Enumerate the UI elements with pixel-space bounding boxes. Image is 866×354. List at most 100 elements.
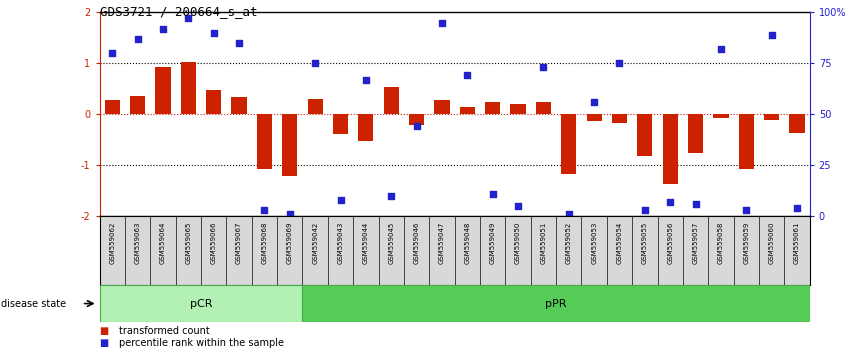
Point — [435, 20, 449, 25]
Text: GSM559066: GSM559066 — [210, 222, 216, 264]
Text: GSM559047: GSM559047 — [439, 222, 445, 264]
Text: GSM559046: GSM559046 — [414, 222, 420, 264]
Text: GSM559045: GSM559045 — [388, 222, 394, 264]
Bar — [151, 216, 176, 285]
Bar — [430, 216, 455, 285]
Point — [232, 40, 246, 46]
Text: GSM559065: GSM559065 — [185, 222, 191, 264]
Bar — [307, 99, 323, 114]
Point — [283, 211, 297, 217]
Text: GSM559062: GSM559062 — [109, 222, 115, 264]
Text: GSM559068: GSM559068 — [262, 222, 268, 264]
Bar — [581, 216, 607, 285]
Bar — [257, 114, 272, 169]
Bar — [607, 216, 632, 285]
Text: GSM559055: GSM559055 — [642, 222, 648, 264]
Text: GSM559051: GSM559051 — [540, 222, 546, 264]
Text: GDS3721 / 200664_s_at: GDS3721 / 200664_s_at — [100, 5, 257, 18]
Bar — [480, 216, 506, 285]
Bar — [561, 114, 577, 174]
Bar — [384, 87, 399, 114]
Bar — [353, 216, 378, 285]
Bar — [328, 216, 353, 285]
Bar — [708, 216, 734, 285]
Text: GSM559059: GSM559059 — [743, 222, 749, 264]
Text: GSM559060: GSM559060 — [769, 222, 775, 264]
Text: GSM559050: GSM559050 — [515, 222, 521, 264]
Bar — [378, 216, 404, 285]
Bar — [226, 216, 252, 285]
Bar — [435, 101, 449, 114]
Point — [638, 207, 652, 213]
Text: GSM559042: GSM559042 — [312, 222, 318, 264]
Bar — [734, 216, 759, 285]
Point — [688, 201, 702, 207]
Bar — [662, 114, 678, 184]
Bar — [531, 216, 556, 285]
Text: GSM559053: GSM559053 — [591, 222, 598, 264]
Point — [461, 73, 475, 78]
Bar — [688, 114, 703, 153]
Bar — [759, 216, 785, 285]
Bar — [612, 114, 627, 123]
Text: ■: ■ — [100, 326, 109, 336]
Bar — [181, 62, 196, 114]
Text: pPR: pPR — [546, 298, 567, 309]
Bar — [536, 102, 551, 114]
Point — [486, 191, 500, 196]
Bar — [455, 216, 480, 285]
Bar — [404, 216, 430, 285]
Bar — [485, 102, 501, 114]
Bar — [277, 216, 302, 285]
Point — [131, 36, 145, 42]
Text: percentile rank within the sample: percentile rank within the sample — [119, 338, 284, 348]
Bar — [510, 104, 526, 114]
Point — [333, 197, 347, 202]
Bar — [409, 114, 424, 125]
Point — [714, 46, 727, 52]
Bar — [739, 114, 754, 169]
Text: GSM559067: GSM559067 — [236, 222, 242, 264]
Bar — [302, 216, 328, 285]
Text: GSM559061: GSM559061 — [794, 222, 800, 264]
Bar — [586, 114, 602, 121]
Bar — [506, 216, 531, 285]
Text: disease state: disease state — [1, 298, 66, 309]
Text: pCR: pCR — [190, 298, 212, 309]
Text: GSM559058: GSM559058 — [718, 222, 724, 264]
Text: GSM559063: GSM559063 — [134, 222, 140, 264]
Bar — [556, 216, 581, 285]
Point — [207, 30, 221, 36]
Bar — [785, 216, 810, 285]
Bar — [100, 216, 125, 285]
Point — [536, 64, 550, 70]
Point — [740, 207, 753, 213]
Point — [385, 193, 398, 198]
Bar — [714, 114, 728, 118]
Bar — [130, 96, 145, 114]
Point — [587, 99, 601, 105]
Bar — [790, 114, 805, 133]
Point — [511, 203, 525, 209]
Point — [790, 205, 804, 211]
Text: GSM559056: GSM559056 — [667, 222, 673, 264]
Text: transformed count: transformed count — [119, 326, 210, 336]
Text: GSM559069: GSM559069 — [287, 222, 293, 264]
Bar — [100, 285, 302, 322]
Point — [106, 50, 120, 56]
Point — [410, 124, 423, 129]
Bar — [105, 101, 120, 114]
Bar — [206, 90, 222, 114]
Text: GSM559052: GSM559052 — [565, 222, 572, 264]
Bar — [683, 216, 708, 285]
Bar — [125, 216, 151, 285]
Point — [156, 26, 170, 32]
Bar — [252, 216, 277, 285]
Point — [663, 199, 677, 205]
Bar — [155, 67, 171, 114]
Point — [181, 16, 195, 21]
Point — [257, 207, 271, 213]
Point — [308, 61, 322, 66]
Text: GSM559049: GSM559049 — [489, 222, 495, 264]
Text: GSM559057: GSM559057 — [693, 222, 699, 264]
